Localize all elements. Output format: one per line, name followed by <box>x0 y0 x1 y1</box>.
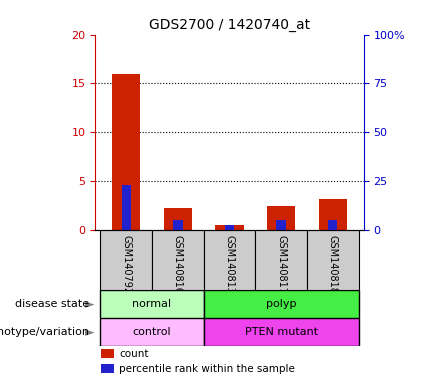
Text: GSM140817: GSM140817 <box>276 235 286 294</box>
Bar <box>255 230 307 290</box>
Text: GSM140813: GSM140813 <box>224 235 235 293</box>
Text: GSM140818: GSM140818 <box>328 235 338 293</box>
Text: GSM140792: GSM140792 <box>121 235 131 294</box>
Bar <box>277 220 286 230</box>
Bar <box>267 207 295 230</box>
Bar <box>152 230 204 290</box>
Bar <box>100 290 204 318</box>
Text: polyp: polyp <box>266 299 296 309</box>
Bar <box>112 74 140 230</box>
Bar <box>100 230 152 290</box>
Bar <box>204 230 255 290</box>
Text: PTEN mutant: PTEN mutant <box>245 327 318 337</box>
Bar <box>173 220 183 230</box>
Bar <box>100 318 204 346</box>
Text: ►: ► <box>84 326 94 339</box>
Title: GDS2700 / 1420740_at: GDS2700 / 1420740_at <box>149 18 310 32</box>
Text: disease state: disease state <box>15 299 89 309</box>
Bar <box>100 364 114 373</box>
Bar <box>328 220 337 230</box>
Text: control: control <box>133 327 171 337</box>
Text: ►: ► <box>84 298 94 311</box>
Bar <box>164 209 192 230</box>
Bar <box>204 290 359 318</box>
Bar <box>204 318 359 346</box>
Bar <box>100 349 114 358</box>
Text: genotype/variation: genotype/variation <box>0 327 89 337</box>
Bar <box>319 199 347 230</box>
Bar <box>122 185 131 230</box>
Text: percentile rank within the sample: percentile rank within the sample <box>120 364 295 374</box>
Bar <box>225 225 234 230</box>
Text: count: count <box>120 349 149 359</box>
Bar <box>215 225 244 230</box>
Bar <box>307 230 359 290</box>
Text: normal: normal <box>132 299 171 309</box>
Text: GSM140816: GSM140816 <box>173 235 183 293</box>
